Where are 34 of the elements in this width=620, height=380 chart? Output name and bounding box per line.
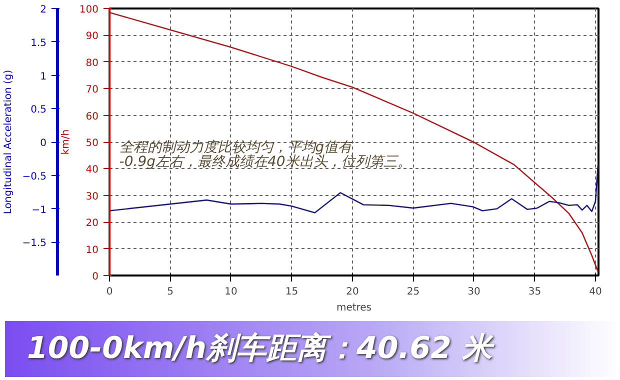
x-tick-label: 20 <box>346 286 359 298</box>
x-tick-label: 40 <box>589 286 602 298</box>
y-tick-label: 60 <box>86 111 99 122</box>
y-tick-label: 10 <box>86 244 99 256</box>
y-tick-label: 70 <box>86 84 99 96</box>
y2-tick-label: 0 <box>40 138 47 149</box>
x-tick-label: 5 <box>167 286 174 298</box>
line-series <box>110 12 598 272</box>
y-tick-label: 90 <box>86 31 99 42</box>
y-tick-label: 20 <box>86 218 99 230</box>
x-tick-label: 15 <box>285 286 298 298</box>
x-tick-label: 25 <box>406 286 420 298</box>
x-tick-label: 10 <box>224 286 238 298</box>
y-axis-title: km/h <box>60 129 72 155</box>
annotation: 全程的制动力度比较均匀，平均g值有 -0.9g左右，最终成绩在40米出头，位列第三。 <box>119 139 412 170</box>
y2-tick-label: 1.5 <box>30 38 47 49</box>
y2-tick-label: 2 <box>40 4 47 16</box>
y2-tick-label: −1.5 <box>22 238 47 250</box>
x-axis-title: metres <box>336 302 372 314</box>
text: 100-0km/h刹车距离：40.62 米 <box>27 330 492 368</box>
y2-tick-label: −0.5 <box>22 171 47 182</box>
y-tick-label: 30 <box>86 191 99 202</box>
y-tick-label: 80 <box>86 58 99 69</box>
y2-axis-title: Longitudinal Acceleration (g) <box>3 70 14 214</box>
x-tick-label: 30 <box>468 286 480 298</box>
y2-tick-label: −1 <box>32 204 47 216</box>
x-tick-label: 35 <box>528 286 542 298</box>
x-tick-label: 0 <box>106 286 113 298</box>
y-tick-label: 40 <box>86 164 99 176</box>
y-tick-label: 100 <box>79 4 99 16</box>
y2-tick-label: 1 <box>40 71 47 82</box>
y-tick-label: 0 <box>92 272 99 282</box>
y-tick-label: 50 <box>86 138 99 149</box>
y2-tick-label: 0.5 <box>30 104 47 116</box>
